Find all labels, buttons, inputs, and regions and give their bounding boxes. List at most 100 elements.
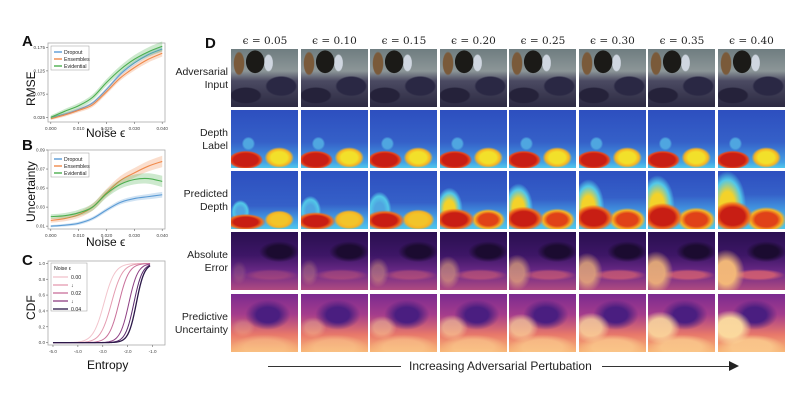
panel-label-b: B [22,137,33,154]
adversarial-input-image [439,49,507,107]
absolute-error-image [231,232,298,290]
x-tick-label: 0.020 [101,126,113,131]
column-label: ϵ = 0.15 [381,35,427,47]
predictive-uncertainty-image [231,294,298,352]
line-evidential [50,177,163,218]
y-tick-label: 0.2 [39,324,46,329]
y-tick-label: 0.125 [34,68,46,73]
predictive-uncertainty-image [578,294,646,352]
band-dropout [50,46,163,119]
chart-a: 0.000 0.010 0.020 0.030 0.040 0.025 0.075 0.125… [34,41,168,131]
y-tick-label: 0.8 [39,277,46,282]
depth-label-image [231,110,298,168]
legend-label: 0.02 [71,291,81,297]
y-tick-label: 0.01 [36,224,45,229]
x-tick-label: -3.0 [99,349,107,354]
chart-c: -5.0 -4.0 -3.0 -2.0 -1.0 0.0 0.2 0.4 0.6 0.8 1.0 No… [39,260,166,354]
column-label: ϵ = 0.25 [520,35,566,47]
column-label: ϵ = 0.40 [729,35,774,47]
arrow-line-left [268,366,401,367]
chart-b: 0.000 0.010 0.020 0.030 0.040 0.01 0.03 0.05 0.0… [36,148,168,238]
x-tick-label: 0.000 [45,233,57,238]
absolute-error-image [300,232,368,290]
line-ensembles [50,160,163,221]
adversarial-input-image [370,49,437,107]
row-label: Adversarial Input [175,66,228,91]
adversarial-input-image [231,49,298,107]
x-tick-label: -4.0 [74,349,82,354]
predicted-depth-image [578,171,646,229]
y-tick-label: 0.0 [39,340,46,345]
row-label: Depth Label [199,127,228,152]
absolute-error-image [648,232,715,290]
depth-label-image [717,110,785,168]
y-tick-label: 0.03 [36,205,45,210]
column-label: ϵ = 0.05 [242,35,288,47]
band-evidential [50,173,163,219]
row-label: Predicted Depth [183,188,228,213]
x-tick-label: -5.0 [49,349,57,354]
y-tick-label: 0.6 [39,293,46,298]
legend-label: Ensembles [64,57,90,63]
y-tick-label: 0.075 [34,92,46,97]
legend-label: Dropout [64,157,83,163]
arrow-head-icon [729,361,739,371]
absolute-error-image [717,232,785,290]
x-tick-label: -2.0 [124,349,132,354]
absolute-error-image [370,232,437,290]
depth-label-image [648,110,715,168]
y-tick-label: 0.4 [39,309,46,314]
predictive-uncertainty-image [370,294,437,352]
chart-b-xlabel: Noise ϵ [86,235,126,249]
column-label: ϵ = 0.30 [590,35,635,47]
x-tick-label: 0.010 [73,126,85,131]
row-label: Predictive Uncertainty [174,311,228,336]
row-label: Absolute Error [187,249,228,274]
predictive-uncertainty-image [717,294,785,352]
x-tick-label: 0.030 [129,233,141,238]
panel-label-a: A [22,33,33,50]
arrow-line-right [602,366,732,367]
legend-title: Noise ϵ [54,266,72,272]
column-label: ϵ = 0.10 [312,35,357,47]
depth-label-image [509,110,576,168]
column-label: ϵ = 0.20 [451,35,496,47]
adversarial-input-image [509,49,576,107]
predicted-depth-image [300,171,368,229]
line-evidential [50,45,163,118]
legend-label: Evidential [64,64,87,70]
legend-label: 0.04 [71,307,81,313]
legend-label: Evidential [64,171,87,177]
y-tick-label: 0.05 [36,186,45,191]
chart-c-xlabel: Entropy [87,358,129,372]
line-dropout [50,48,163,118]
chart-a-xlabel: Noise ϵ [86,126,126,140]
panel-label-d: D [205,35,216,52]
x-tick-label: 0.040 [156,126,168,131]
predicted-depth-image [717,171,785,229]
x-tick-label: 0.020 [101,233,113,238]
legend: Noise ϵ 0.00 ↓ 0.02 ↓ 0.04 [50,262,88,313]
panel-label-c: C [22,252,33,269]
predicted-depth-image [439,171,507,229]
legend-label: 0.00 [71,275,81,281]
predictive-uncertainty-image [509,294,576,352]
line-dropout [50,194,163,227]
depth-label-image [370,110,437,168]
predictive-uncertainty-image [439,294,507,352]
predicted-depth-image [509,171,576,229]
predicted-depth-image [231,171,298,229]
arrow-caption: Increasing Adversarial Pertubation [409,359,592,373]
legend-label: Ensembles [64,164,90,170]
x-tick-label: 0.040 [156,233,168,238]
legend-label: Dropout [64,50,83,56]
depth-label-image [300,110,368,168]
x-tick-label: 0.030 [129,126,141,131]
legend-label: ↓ [71,283,74,289]
absolute-error-image [509,232,576,290]
y-tick-label: 0.025 [34,115,46,120]
absolute-error-image [439,232,507,290]
predicted-depth-image [370,171,437,229]
absolute-error-image [578,232,646,290]
